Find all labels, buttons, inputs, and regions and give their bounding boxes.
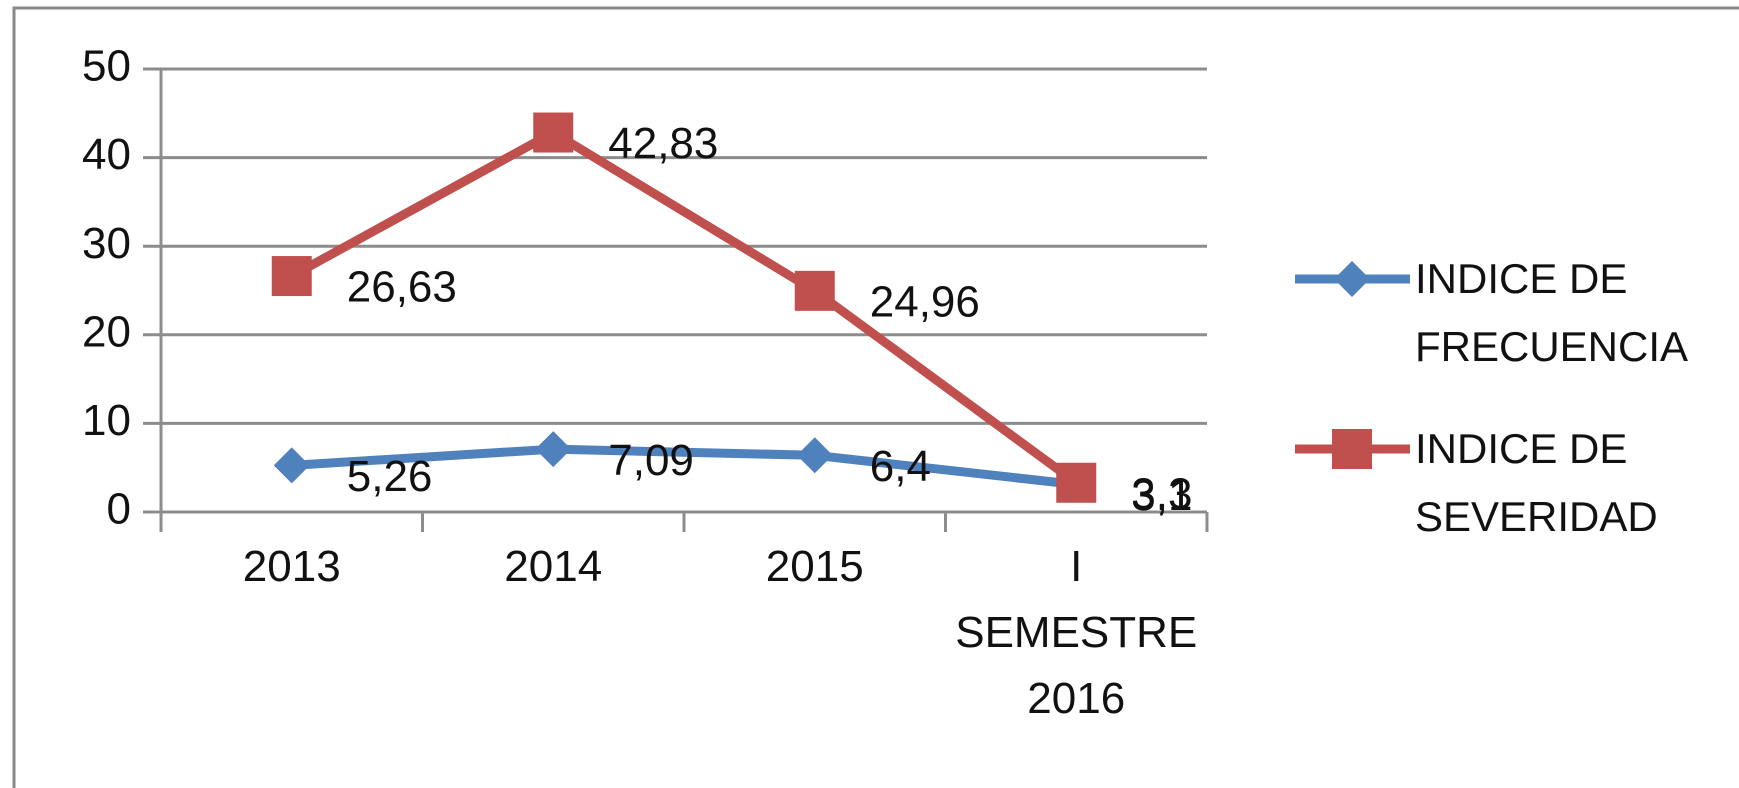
legend-label: INDICE DE FRECUENCIA <box>1415 255 1689 370</box>
marker <box>273 447 310 484</box>
marker <box>535 431 572 468</box>
legend-label: INDICE DE SEVERIDAD <box>1415 425 1658 540</box>
y-tick-label: 10 <box>82 396 131 445</box>
y-tick-label: 40 <box>82 130 131 179</box>
marker <box>794 270 835 311</box>
data-label: 3,3 <box>1131 469 1192 518</box>
data-label: 26,63 <box>347 263 457 312</box>
x-tick-label: 2013 <box>242 542 341 591</box>
data-label: 3,1 <box>1131 471 1192 520</box>
x-tick-label: 2015 <box>765 542 864 591</box>
marker <box>1332 429 1372 469</box>
x-tick-label: 2014 <box>504 542 603 591</box>
y-tick-label: 50 <box>82 42 131 91</box>
data-label: 5,26 <box>347 452 433 501</box>
marker <box>1056 462 1097 503</box>
marker <box>271 256 312 297</box>
y-tick-label: 0 <box>107 485 131 534</box>
marker <box>533 112 574 153</box>
marker <box>796 437 833 474</box>
series-line <box>291 444 1077 490</box>
data-label: 42,83 <box>608 119 718 168</box>
marker <box>1334 261 1370 297</box>
x-tick-label: I SEMESTRE 2016 <box>955 542 1198 723</box>
series-line <box>289 128 1079 487</box>
data-label: 6,4 <box>870 442 931 491</box>
chart-frame <box>12 6 1739 788</box>
y-tick-label: 30 <box>82 219 131 268</box>
data-label: 24,96 <box>870 277 980 326</box>
y-tick-label: 20 <box>82 307 131 356</box>
data-label: 7,09 <box>608 436 694 485</box>
